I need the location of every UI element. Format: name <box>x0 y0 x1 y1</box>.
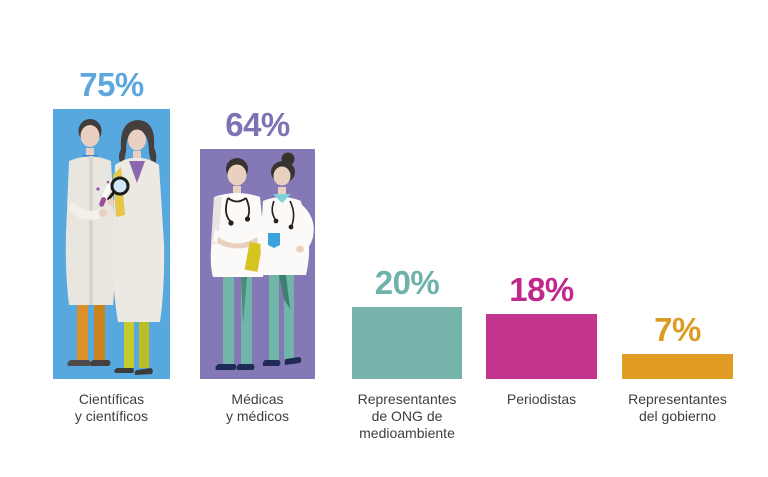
doctors-illustration <box>200 149 315 379</box>
bar-periodistas <box>486 314 597 379</box>
category-label-periodistas: Periodistas <box>461 391 622 408</box>
category-line: del gobierno <box>638 408 717 424</box>
category-line: Representantes <box>357 391 457 407</box>
category-label-cientificos: Científicas y científicos <box>28 391 195 425</box>
category-line: Científicas <box>78 391 145 407</box>
value-label-medicos: 64% <box>225 106 290 143</box>
bar-medicos <box>200 149 315 379</box>
bar-group-ong: 20% <box>352 266 462 379</box>
bar-group-gobierno: 7% <box>622 313 733 379</box>
value-label-cientificos: 75% <box>79 66 144 103</box>
bar-gobierno <box>622 354 733 379</box>
category-label-medicos: Médicas y médicos <box>175 391 340 425</box>
value-label-gobierno: 7% <box>654 311 701 348</box>
category-line: Médicas <box>231 391 284 407</box>
category-line: Periodistas <box>506 391 577 407</box>
category-label-gobierno: Representantes del gobierno <box>597 391 758 425</box>
value-label-periodistas: 18% <box>509 271 574 308</box>
value-label-ong: 20% <box>374 264 440 301</box>
scientists-illustration <box>53 109 170 379</box>
category-line: medioambiente <box>359 425 455 441</box>
category-line: Representantes <box>628 391 727 407</box>
category-label-ong: Representantes de ONG de medioambiente <box>327 391 487 442</box>
bar-group-medicos: 64% <box>200 108 315 379</box>
category-line: y científicos <box>74 408 149 424</box>
bar-ong <box>352 307 462 379</box>
bar-group-cientificos: 75% <box>53 68 170 379</box>
bar-cientificos <box>53 109 170 379</box>
category-line: de ONG de <box>371 408 443 424</box>
bar-group-periodistas: 18% <box>486 273 597 379</box>
category-line: y médicos <box>225 408 290 424</box>
